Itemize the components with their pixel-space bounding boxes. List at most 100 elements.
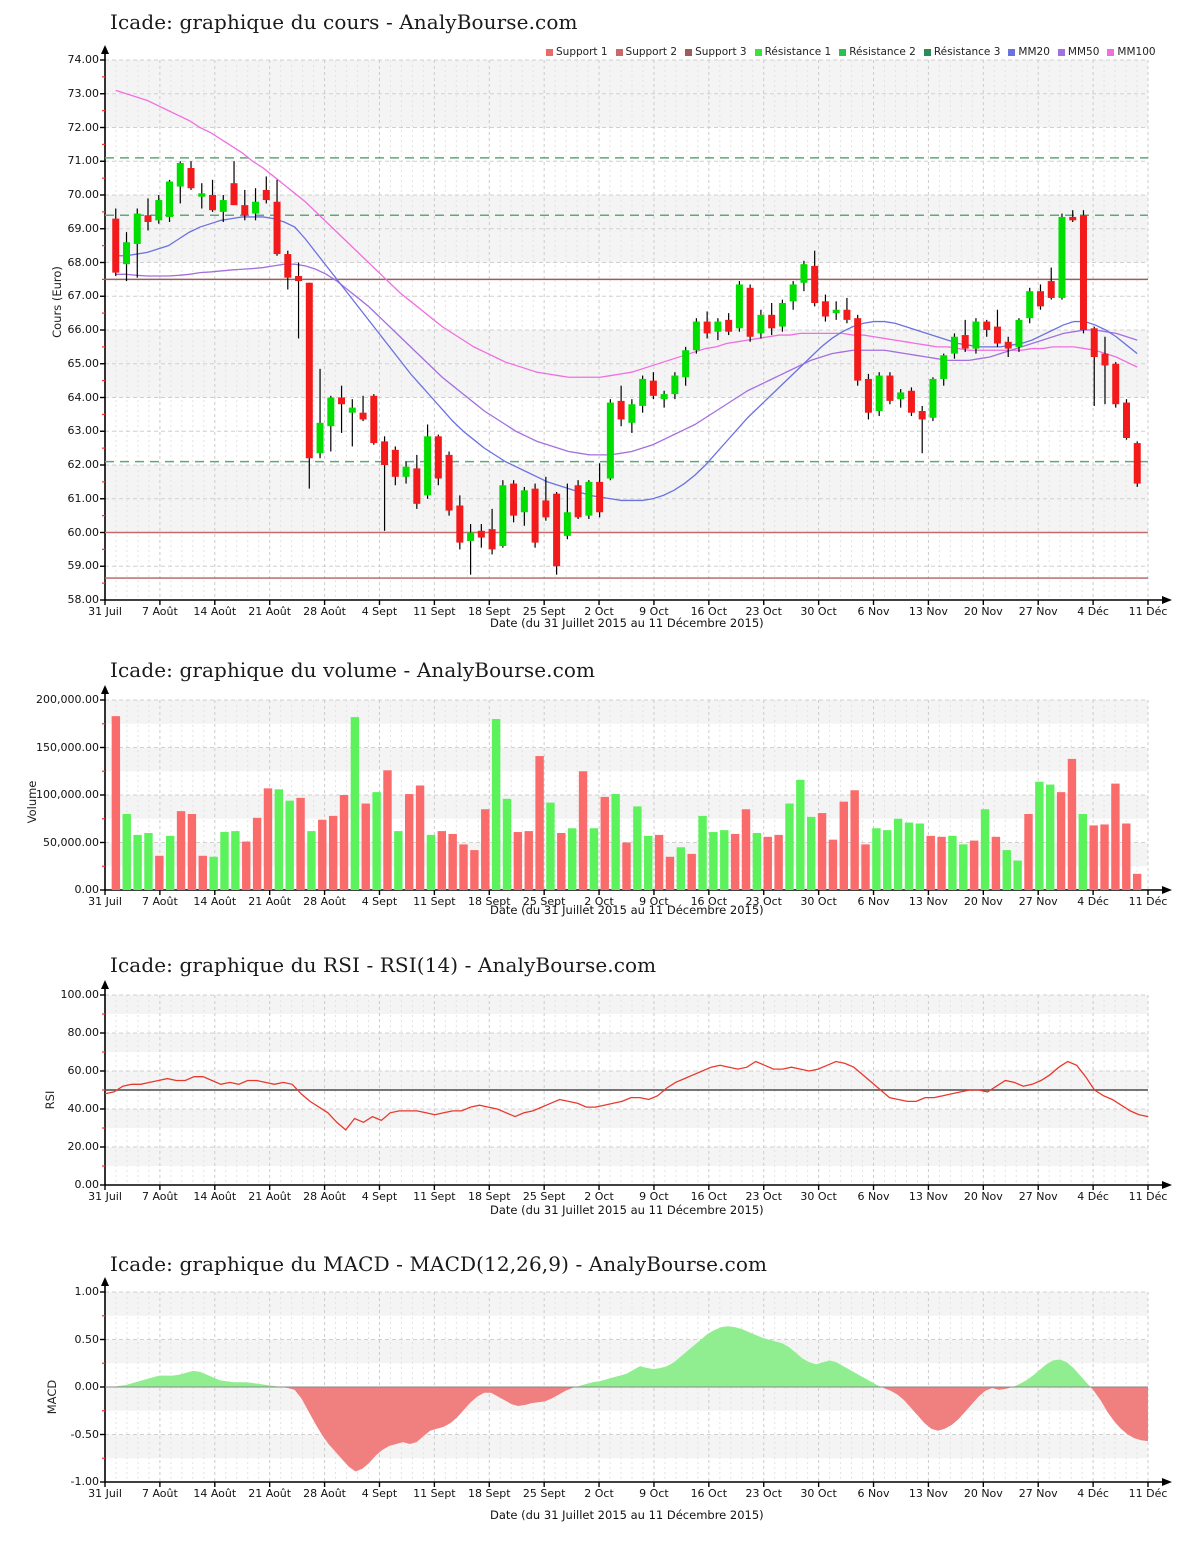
volume-bar[interactable] [274,789,284,890]
candlestick[interactable] [531,483,539,548]
volume-bar[interactable] [752,833,762,890]
volume-bar[interactable] [1013,860,1022,890]
candlestick[interactable] [1004,336,1012,357]
volume-bar[interactable] [513,832,523,890]
volume-bar[interactable] [437,831,447,890]
candlestick[interactable] [510,480,518,523]
candlestick[interactable] [940,353,948,386]
volume-bar[interactable] [394,831,403,890]
candlestick[interactable] [714,318,722,341]
volume-bar[interactable] [1089,825,1098,890]
candlestick[interactable] [467,524,475,575]
candlestick[interactable] [434,434,442,486]
volume-bar[interactable] [524,831,533,890]
volume-bar[interactable] [285,800,294,890]
volume-bar[interactable] [405,794,414,890]
candlestick[interactable] [703,311,711,339]
candlestick[interactable] [413,454,421,509]
candlestick[interactable] [1036,284,1044,310]
volume-bar[interactable] [263,788,273,890]
volume-bar[interactable] [231,831,240,890]
volume-bar[interactable] [741,809,751,890]
volume-bar[interactable] [850,790,859,890]
legend-item-3[interactable]: Résistance 1 [754,46,831,58]
candlestick[interactable] [886,372,894,405]
candlestick[interactable] [768,303,776,336]
volume-bar[interactable] [1078,814,1088,890]
candlestick[interactable] [305,282,313,489]
candlestick[interactable] [1079,210,1087,334]
volume-bar[interactable] [948,835,957,890]
volume-bar[interactable] [893,818,903,890]
candlestick[interactable] [445,451,453,516]
candlestick[interactable] [273,179,281,256]
candlestick[interactable] [327,395,335,452]
candlestick[interactable] [112,208,120,277]
candlestick[interactable] [1058,213,1066,300]
candlestick[interactable] [660,390,668,408]
candlestick[interactable] [854,314,862,386]
candlestick[interactable] [359,395,367,422]
candlestick[interactable] [1026,287,1034,324]
candlestick[interactable] [950,333,958,359]
candlestick[interactable] [316,368,324,459]
candlestick[interactable] [606,399,614,481]
volume-bar[interactable] [372,792,381,890]
volume-bar[interactable] [1056,792,1066,890]
volume-bar[interactable] [980,809,990,890]
candlestick[interactable] [692,318,700,354]
candlestick[interactable] [133,208,141,278]
candlestick[interactable] [1090,326,1098,406]
volume-bar[interactable] [937,836,946,890]
volume-bar[interactable] [817,813,827,890]
volume-bar[interactable] [1024,814,1033,890]
volume-bar[interactable] [763,836,772,890]
volume-bar[interactable] [459,844,468,890]
volume-bar[interactable] [904,822,914,890]
volume-bar[interactable] [676,847,686,890]
candlestick[interactable] [789,281,797,310]
candlestick[interactable] [800,260,808,292]
candlestick[interactable] [456,495,464,550]
volume-bar[interactable] [665,856,675,890]
candlestick[interactable] [176,161,184,204]
candlestick[interactable] [424,424,432,499]
volume-bar[interactable] [535,756,544,890]
candlestick[interactable] [123,232,131,282]
legend-item-4[interactable]: Résistance 2 [839,46,916,58]
volume-bar[interactable] [1111,783,1120,890]
candlestick[interactable] [778,299,786,332]
candlestick[interactable] [682,346,690,386]
candlestick[interactable] [563,483,571,540]
volume-bar[interactable] [991,836,1001,890]
candlestick[interactable] [187,161,195,190]
volume-bar[interactable] [209,856,218,890]
volume-bar[interactable] [872,828,881,890]
legend-item-2[interactable]: Support 3 [685,46,747,58]
volume-bar[interactable] [307,831,316,890]
candlestick[interactable] [230,161,238,206]
candlestick[interactable] [542,476,550,521]
volume-bar[interactable] [111,716,121,890]
volume-bar[interactable] [1067,758,1077,890]
candlestick[interactable] [907,387,915,417]
candlestick[interactable] [553,492,561,575]
legend-item-7[interactable]: MM50 [1057,46,1099,58]
volume-bar[interactable] [426,834,436,890]
candlestick[interactable] [628,399,636,433]
candlestick[interactable] [832,301,840,320]
candlestick[interactable] [155,195,163,224]
volume-bar[interactable] [491,719,501,890]
volume-bar[interactable] [1100,824,1109,890]
volume-bar[interactable] [578,771,588,890]
volume-bar[interactable] [861,844,870,890]
volume-bar[interactable] [633,806,642,890]
legend-item-6[interactable]: MM20 [1008,46,1050,58]
candlestick[interactable] [897,389,905,408]
candlestick[interactable] [639,375,647,413]
volume-bar[interactable] [296,797,305,890]
volume-bar[interactable] [959,844,968,890]
candlestick[interactable] [1133,441,1141,487]
volume-bar[interactable] [926,835,935,890]
candlestick[interactable] [1015,318,1023,352]
